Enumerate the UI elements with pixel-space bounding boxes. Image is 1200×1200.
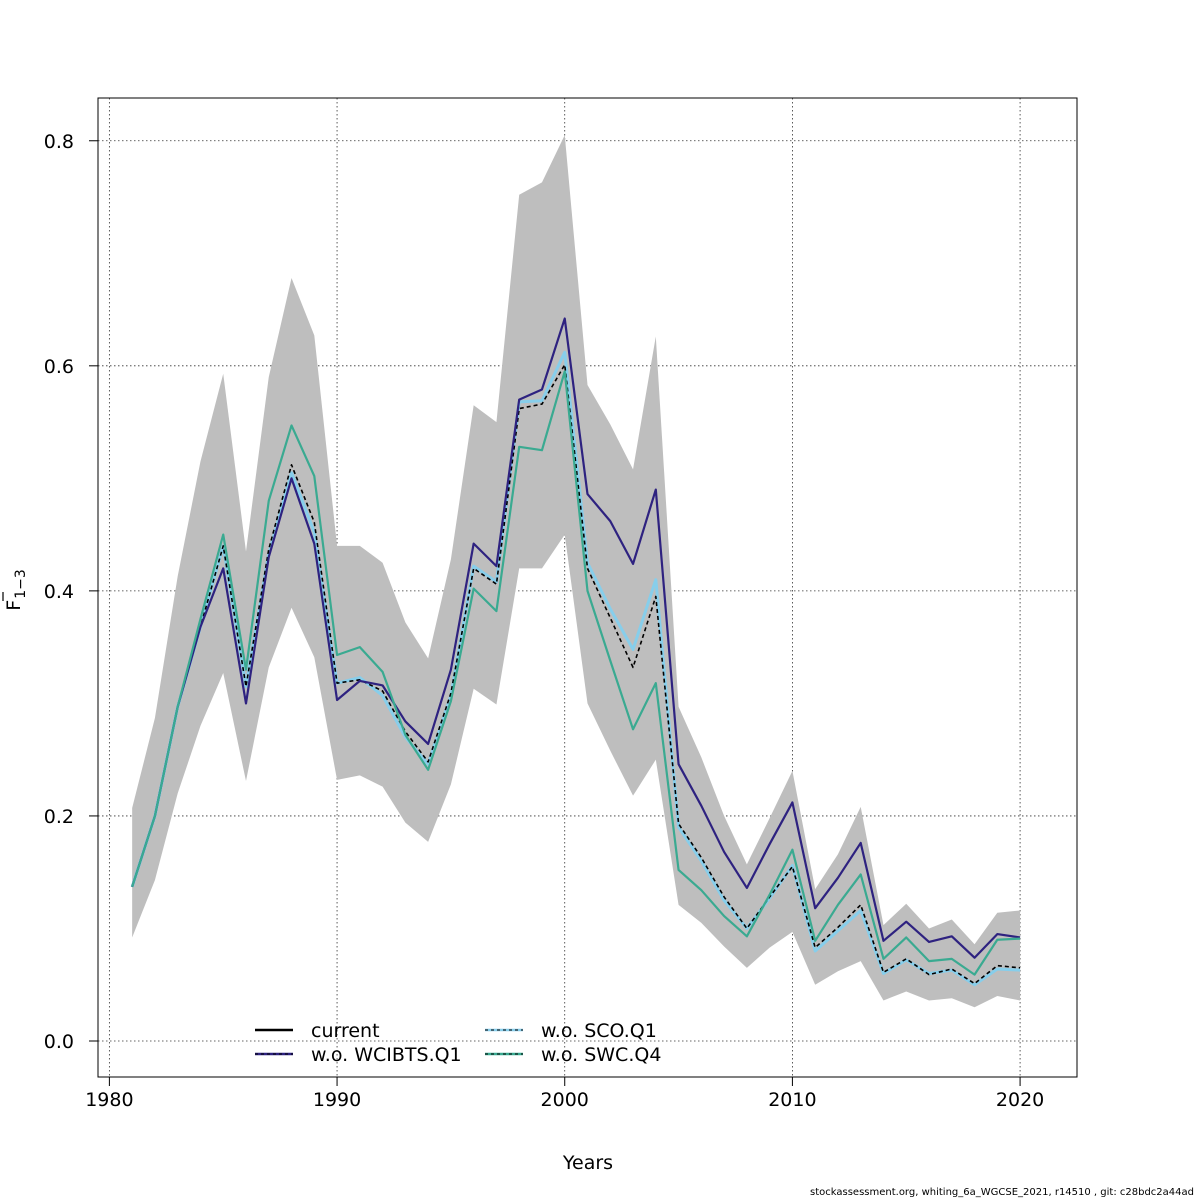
y-axis-title: F1−3 [2, 569, 29, 611]
y-axis-title-sub: 1−3 [13, 569, 29, 599]
y-axis-title-main: F [3, 600, 25, 611]
y-tick-label-0.6: 0.6 [44, 356, 74, 378]
x-tick-label-2000: 2000 [541, 1089, 589, 1111]
x-tick-label-1990: 1990 [313, 1089, 361, 1111]
series-line-w-o-swc-q4 [131, 370, 1021, 976]
x-tick-label-2020: 2020 [996, 1089, 1044, 1111]
x-axis: 1980 1990 2000 2010 2020 [85, 1076, 1044, 1111]
legend: current w.o. SCO.Q1 w.o. WCIBTS.Q1 w.o. SWC… [255, 1020, 661, 1066]
series-layer [130, 317, 1021, 987]
footer-credit: stockassessment.org, whiting_6a_WGCSE_20… [810, 1187, 1194, 1198]
y-axis: 0.0 0.2 0.4 0.6 0.8 [44, 131, 99, 1053]
series-line-current [131, 363, 1021, 985]
series-line-w-o-sco-q1 [130, 350, 1021, 987]
confidence-band [132, 135, 1021, 1008]
svg-text:F1−3: F1−3 [3, 569, 29, 610]
x-axis-title: Years [562, 1152, 613, 1174]
series-line-w-o-wcibts-q1 [131, 317, 1021, 959]
legend-label-w-o-sco-q1: w.o. SCO.Q1 [541, 1020, 657, 1042]
x-tick-label-1980: 1980 [85, 1089, 133, 1111]
y-tick-label-0.8: 0.8 [44, 131, 74, 153]
legend-label-current: current [311, 1020, 380, 1042]
confidence-band-layer [132, 135, 1021, 1008]
legend-label-w-o-swc-q4: w.o. SWC.Q4 [541, 1044, 661, 1066]
legend-label-w-o-wcibts-q1: w.o. WCIBTS.Q1 [311, 1044, 462, 1066]
x-tick-label-2010: 2010 [768, 1089, 816, 1111]
y-tick-label-0.0: 0.0 [44, 1031, 74, 1053]
y-tick-label-0.4: 0.4 [44, 581, 74, 603]
y-tick-label-0.2: 0.2 [44, 806, 74, 828]
